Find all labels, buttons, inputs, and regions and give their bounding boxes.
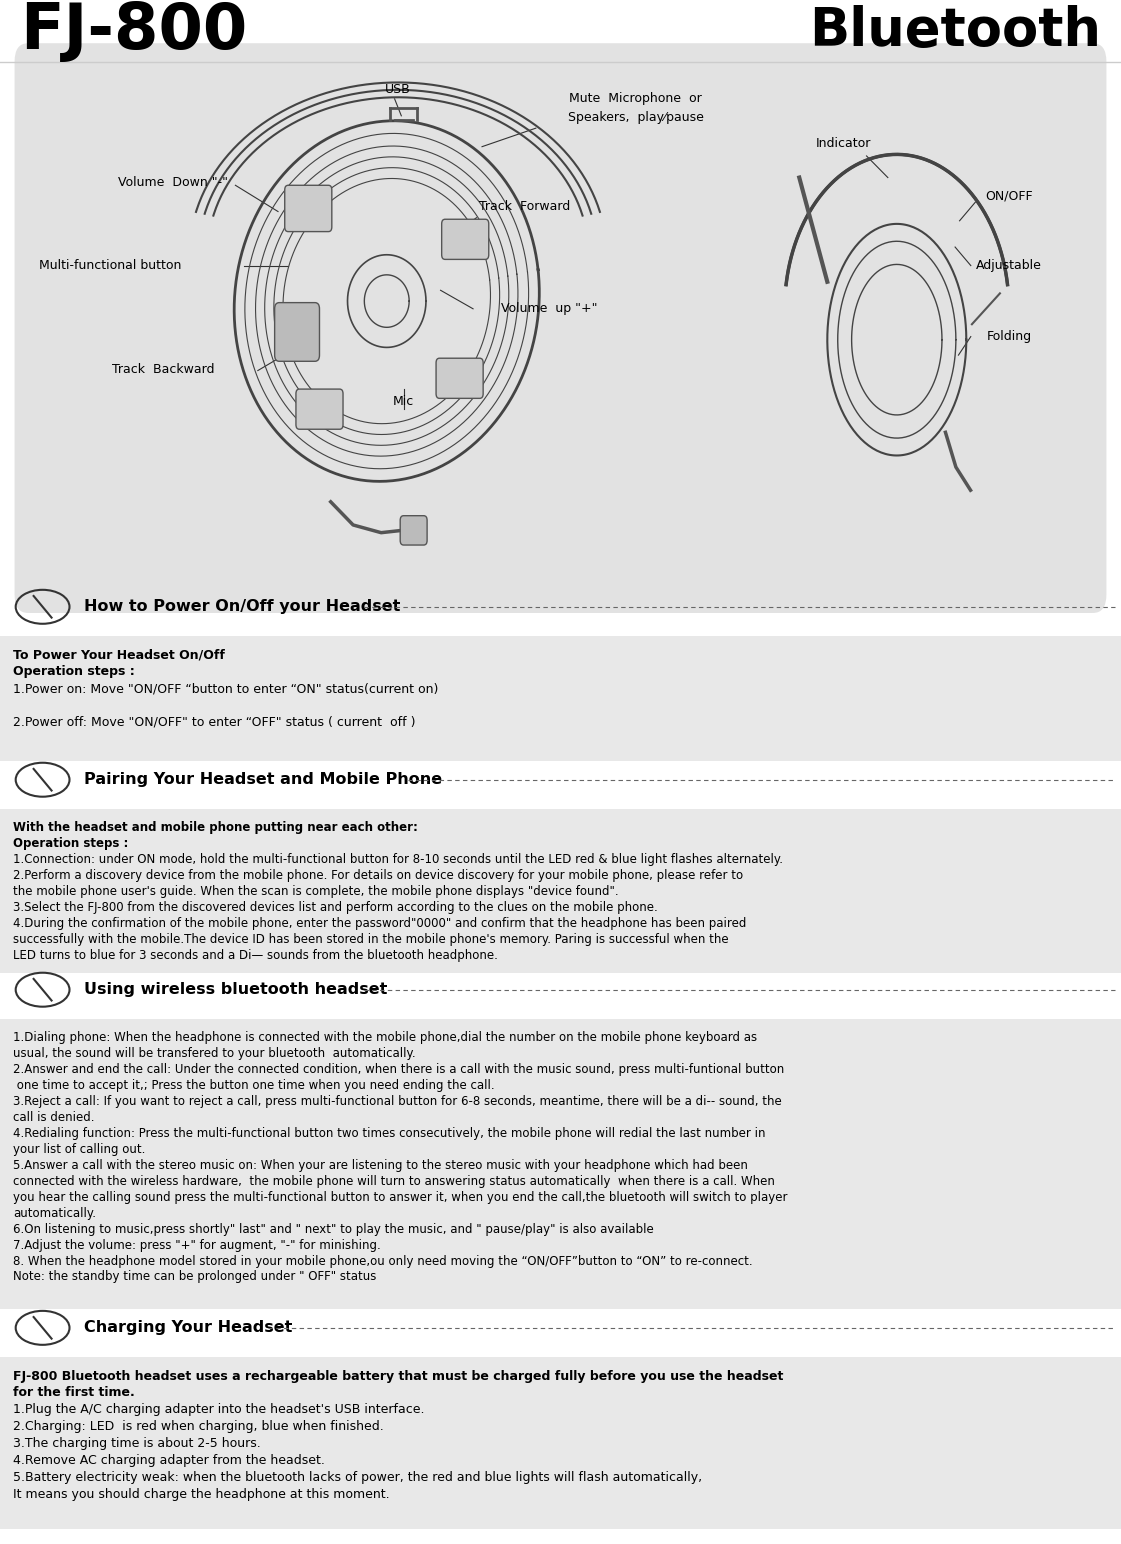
Text: Folding: Folding [986, 330, 1031, 343]
Text: It means you should charge the headphone at this moment.: It means you should charge the headphone… [13, 1488, 390, 1501]
Text: FJ-800 Bluetooth headset uses a rechargeable battery that must be charged fully : FJ-800 Bluetooth headset uses a recharge… [13, 1370, 784, 1382]
Text: 2.Power off: Move "ON/OFF" to enter “OFF" status ( current  off ): 2.Power off: Move "ON/OFF" to enter “OFF… [13, 716, 416, 729]
Text: connected with the wireless hardware,  the mobile phone will turn to answering s: connected with the wireless hardware, th… [13, 1175, 776, 1187]
Text: Note: the standby time can be prolonged under " OFF" status: Note: the standby time can be prolonged … [13, 1271, 377, 1283]
Text: 1.Plug the A/C charging adapter into the headset's USB interface.: 1.Plug the A/C charging adapter into the… [13, 1403, 425, 1416]
Text: 1.Dialing phone: When the headphone is connected with the mobile phone,dial the : 1.Dialing phone: When the headphone is c… [13, 1031, 758, 1044]
Text: 7.Adjust the volume: press "+" for augment, "-" for minishing.: 7.Adjust the volume: press "+" for augme… [13, 1238, 381, 1252]
FancyBboxPatch shape [0, 636, 1121, 761]
Text: call is denied.: call is denied. [13, 1112, 95, 1124]
Text: 2.Perform a discovery device from the mobile phone. For details on device discov: 2.Perform a discovery device from the mo… [13, 869, 743, 882]
Text: 5.Battery electricity weak: when the bluetooth lacks of power, the red and blue : 5.Battery electricity weak: when the blu… [13, 1471, 703, 1484]
Text: Adjustable: Adjustable [976, 259, 1041, 272]
Text: 3.Reject a call: If you want to reject a call, press multi-functional button for: 3.Reject a call: If you want to reject a… [13, 1095, 782, 1109]
FancyBboxPatch shape [0, 1019, 1121, 1309]
FancyBboxPatch shape [15, 43, 1106, 613]
Text: 1.Connection: under ON mode, hold the multi-functional button for 8-10 seconds u: 1.Connection: under ON mode, hold the mu… [13, 854, 784, 866]
Text: usual, the sound will be transfered to your bluetooth  automatically.: usual, the sound will be transfered to y… [13, 1047, 416, 1061]
FancyBboxPatch shape [0, 1357, 1121, 1529]
Text: LED turns to blue for 3 seconds and a Di— sounds from the bluetooth headphone.: LED turns to blue for 3 seconds and a Di… [13, 950, 499, 962]
Text: Pairing Your Headset and Mobile Phone: Pairing Your Headset and Mobile Phone [84, 772, 442, 787]
Text: Operation steps :: Operation steps : [13, 665, 136, 678]
Text: for the first time.: for the first time. [13, 1387, 136, 1399]
FancyBboxPatch shape [436, 358, 483, 398]
Text: successfully with the mobile.The device ID has been stored in the mobile phone's: successfully with the mobile.The device … [13, 933, 729, 946]
Text: 2.Charging: LED  is red when charging, blue when finished.: 2.Charging: LED is red when charging, bl… [13, 1420, 385, 1433]
Text: ON/OFF: ON/OFF [985, 190, 1032, 202]
Text: 5.Answer a call with the stereo music on: When your are listening to the stereo : 5.Answer a call with the stereo music on… [13, 1160, 749, 1172]
Text: Volume  up "+": Volume up "+" [501, 303, 597, 315]
FancyBboxPatch shape [400, 516, 427, 545]
Text: Track  Forward: Track Forward [479, 201, 571, 213]
Text: Volume  Down "-": Volume Down "-" [118, 176, 228, 188]
FancyBboxPatch shape [0, 809, 1121, 973]
Text: How to Power On/Off your Headset: How to Power On/Off your Headset [84, 599, 400, 615]
Text: With the headset and mobile phone putting near each other:: With the headset and mobile phone puttin… [13, 821, 418, 834]
Text: 4.During the confirmation of the mobile phone, enter the password"0000" and conf: 4.During the confirmation of the mobile … [13, 917, 747, 929]
Text: 4.Remove AC charging adapter from the headset.: 4.Remove AC charging adapter from the he… [13, 1454, 325, 1467]
Text: 1.Power on: Move "ON/OFF “button to enter “ON" status(current on): 1.Power on: Move "ON/OFF “button to ente… [13, 682, 438, 695]
FancyBboxPatch shape [275, 303, 319, 361]
Text: automatically.: automatically. [13, 1207, 96, 1220]
Text: USB: USB [386, 83, 410, 96]
Text: Using wireless bluetooth headset: Using wireless bluetooth headset [84, 982, 388, 997]
Text: your list of calling out.: your list of calling out. [13, 1143, 146, 1156]
Text: Mute  Microphone  or: Mute Microphone or [569, 93, 702, 105]
FancyBboxPatch shape [285, 185, 332, 232]
Text: FJ-800: FJ-800 [20, 0, 248, 62]
Text: 3.The charging time is about 2-5 hours.: 3.The charging time is about 2-5 hours. [13, 1437, 261, 1450]
Text: Operation steps :: Operation steps : [13, 837, 129, 851]
Text: Track  Backward: Track Backward [112, 363, 214, 375]
Text: Charging Your Headset: Charging Your Headset [84, 1320, 293, 1336]
Text: Multi-functional button: Multi-functional button [39, 259, 182, 272]
Text: 6.On listening to music,press shortly" last" and " next" to play the music, and : 6.On listening to music,press shortly" l… [13, 1223, 655, 1235]
FancyBboxPatch shape [442, 219, 489, 259]
Text: Speakers,  play⁄pause: Speakers, play⁄pause [567, 111, 704, 124]
Text: 3.Select the FJ-800 from the discovered devices list and perform according to th: 3.Select the FJ-800 from the discovered … [13, 902, 658, 914]
Text: one time to accept it,; Press the button one time when you need ending the call.: one time to accept it,; Press the button… [13, 1079, 495, 1092]
Text: the mobile phone user's guide. When the scan is complete, the mobile phone displ: the mobile phone user's guide. When the … [13, 885, 619, 899]
Text: Indicator: Indicator [815, 137, 871, 150]
Text: To Power Your Headset On/Off: To Power Your Headset On/Off [13, 648, 225, 661]
Text: Bluetooth: Bluetooth [809, 5, 1101, 57]
Text: 2.Answer and end the call: Under the connected condition, when there is a call w: 2.Answer and end the call: Under the con… [13, 1064, 785, 1076]
Text: 4.Redialing function: Press the multi-functional button two times consecutively,: 4.Redialing function: Press the multi-fu… [13, 1127, 766, 1139]
Text: you hear the calling sound press the multi-functional button to answer it, when : you hear the calling sound press the mul… [13, 1190, 788, 1204]
Text: Mic: Mic [393, 395, 414, 408]
Text: 8. When the headphone model stored in your mobile phone,ou only need moving the : 8. When the headphone model stored in yo… [13, 1255, 753, 1268]
FancyBboxPatch shape [296, 389, 343, 429]
